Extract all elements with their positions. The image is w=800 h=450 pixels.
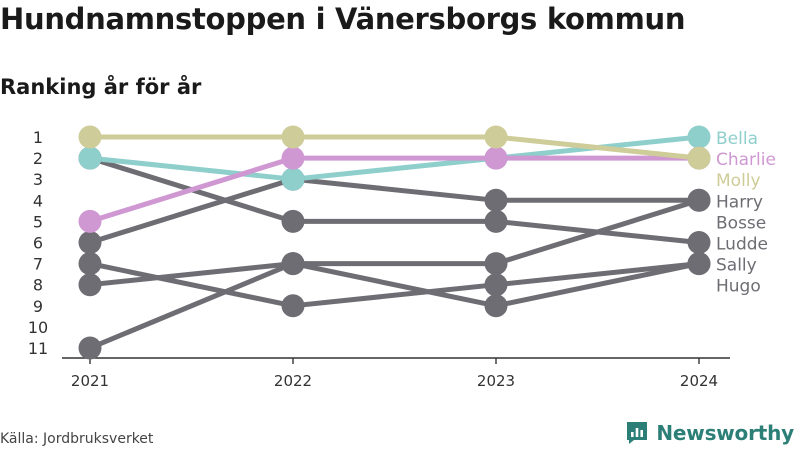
series-labels: BellaCharlieMollyHarryBosseLuddeSallyHug… (716, 129, 776, 297)
series-label-harry: Harry (716, 192, 763, 212)
y-tick-label-3: 3 (33, 170, 43, 189)
point-harry-2023 (484, 188, 508, 212)
y-tick-label-6: 6 (33, 234, 43, 253)
series-label-bosse: Bosse (716, 213, 766, 233)
point-hugo-2021 (78, 273, 102, 297)
series-label-sally: Sally (716, 256, 757, 276)
series-line-harry (87, 176, 702, 245)
point-ludde-2023 (484, 209, 508, 233)
y-tick-label-7: 7 (33, 255, 43, 274)
source-note: Källa: Jordbruksverket (0, 431, 154, 447)
chart-subtitle: Ranking år för år (0, 75, 202, 99)
point-molly-2024 (687, 146, 711, 170)
brand-name: Newsworthy (656, 421, 794, 445)
y-tick-label-5: 5 (33, 212, 43, 231)
x-axis: 2021 2022 2023 2024 (71, 358, 718, 390)
point-charlie-2022 (281, 146, 305, 170)
point-molly-2022 (281, 125, 305, 149)
series-line-molly (87, 134, 702, 161)
point-hugo-2024 (687, 252, 711, 276)
y-tick-label-2: 2 (33, 149, 43, 168)
series-label-ludde: Ludde (716, 235, 768, 255)
point-bosse-2021 (78, 336, 102, 360)
y-tick-label-11: 11 (28, 339, 48, 358)
point-sally-2021 (78, 252, 102, 276)
x-tick-label-2024: 2024 (680, 372, 718, 390)
point-bosse-2024 (687, 188, 711, 212)
newsworthy-logo: Newsworthy (625, 420, 794, 446)
y-tick-label-8: 8 (33, 276, 43, 295)
series-label-bella: Bella (716, 129, 758, 149)
point-ludde-2022 (281, 209, 305, 233)
series-label-hugo: Hugo (716, 277, 761, 297)
point-harry-2021 (78, 231, 102, 254)
point-sally-2023 (484, 273, 508, 297)
series-line-sally (87, 261, 702, 309)
y-tick-label-9: 9 (33, 297, 43, 316)
series-line-hugo (87, 261, 702, 309)
point-bella-2021 (78, 146, 102, 170)
x-tick-label-2022: 2022 (274, 372, 312, 390)
point-bosse-2023 (484, 252, 508, 276)
point-bella-2024 (687, 125, 711, 149)
series-label-charlie: Charlie (716, 150, 776, 170)
y-tick-label-1: 1 (33, 128, 43, 147)
newsworthy-logo-icon (627, 422, 648, 444)
x-tick-label-2021: 2021 (71, 372, 109, 390)
y-tick-label-4: 4 (33, 191, 43, 210)
point-molly-2023 (484, 125, 508, 149)
chart-title: Hundnamnstoppen i Vänersborgs kommun (0, 2, 686, 36)
point-charlie-2023 (484, 146, 508, 170)
point-bella-2022 (281, 167, 305, 191)
x-tick-label-2023: 2023 (477, 372, 515, 390)
series-line-charlie (87, 155, 702, 224)
series-label-molly: Molly (716, 171, 761, 191)
point-molly-2021 (78, 125, 102, 149)
point-sally-2022 (281, 294, 305, 318)
y-axis: 1 2 3 4 5 6 7 8 9 10 11 (28, 128, 48, 358)
point-ludde-2024 (687, 231, 711, 254)
point-hugo-2022 (281, 252, 305, 276)
bump-chart: 1 2 3 4 5 6 7 8 9 10 11 2021 2022 2023 2024 BellaChar… (28, 125, 776, 390)
y-tick-label-10: 10 (28, 318, 48, 337)
point-hugo-2023 (484, 294, 508, 318)
point-charlie-2021 (78, 209, 102, 233)
